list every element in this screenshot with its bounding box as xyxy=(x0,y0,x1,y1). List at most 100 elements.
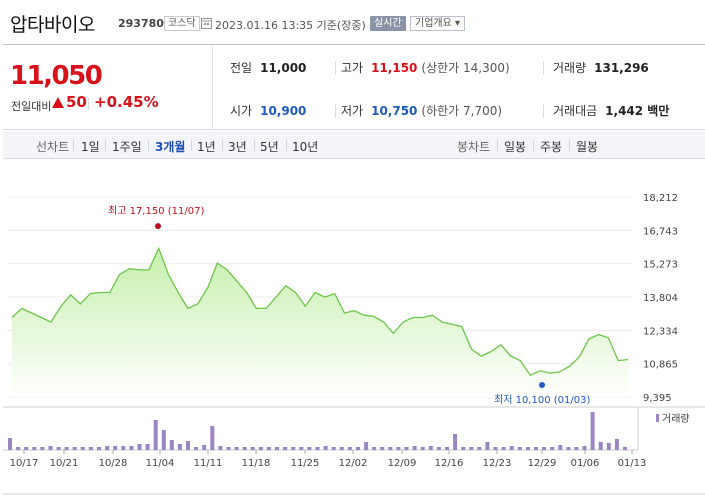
x-tick-label: 11/11 xyxy=(194,458,223,469)
volume-bar xyxy=(339,447,344,450)
high-value: 11,150 xyxy=(371,61,418,75)
volume-bar xyxy=(404,447,409,450)
company-overview-label: 기업개요 xyxy=(415,18,452,29)
divider xyxy=(222,140,223,151)
price-chart[interactable]: 18,212 16,743 15,273 13,804 12,334 10,865 9,39… xyxy=(0,160,705,495)
candle-chart-label: 봉차트 xyxy=(457,140,491,154)
max-marker xyxy=(155,223,161,230)
y-tick-label: 13,804 xyxy=(643,293,678,304)
up-triangle-icon xyxy=(52,97,64,108)
tab-1d[interactable]: 1일 xyxy=(81,140,100,154)
volume-bar xyxy=(186,441,190,450)
volume-bar xyxy=(566,447,571,450)
volume-bar xyxy=(477,447,482,450)
y-tick-label: 12,334 xyxy=(643,326,678,337)
volume-bar xyxy=(614,439,619,450)
volume-bar xyxy=(32,447,37,450)
divider xyxy=(105,140,106,151)
volume-bar xyxy=(331,447,336,450)
volume-legend-swatch xyxy=(656,414,659,422)
volume-bar xyxy=(105,446,110,450)
volume-bar xyxy=(453,434,458,450)
y-tick-label: 10,865 xyxy=(643,360,678,371)
volume-bar xyxy=(590,412,595,450)
volume-bar xyxy=(388,447,393,450)
max-annotation: 최고 17,150 (11/07) xyxy=(108,205,204,217)
volume-bar xyxy=(64,447,69,450)
volume-label: 거래량 xyxy=(553,61,587,75)
volume-bar xyxy=(356,447,360,450)
volume-bar xyxy=(542,447,547,450)
tab-1y[interactable]: 1년 xyxy=(197,140,216,154)
volume-bar xyxy=(202,445,207,450)
tab-3m[interactable]: 3개월 xyxy=(155,140,186,154)
volume-bar xyxy=(72,447,77,450)
volume-bar xyxy=(16,447,21,450)
divider xyxy=(286,140,287,151)
volume-bar xyxy=(461,447,466,450)
volume-bar xyxy=(623,447,627,450)
tab-weekly[interactable]: 주봉 xyxy=(540,140,563,154)
divider xyxy=(543,104,544,118)
volume-bar xyxy=(226,447,231,450)
volume-bar xyxy=(275,447,279,450)
volume-bar xyxy=(380,447,385,450)
change-rate: +0.45% xyxy=(94,93,159,111)
volume-bar xyxy=(283,447,288,450)
volume: 거래량 131,296 xyxy=(553,59,649,76)
high-label: 고가 xyxy=(341,61,364,75)
tab-daily[interactable]: 일봉 xyxy=(504,140,527,154)
volume-bar xyxy=(315,447,320,450)
volume-bar xyxy=(266,447,271,450)
tab-3y[interactable]: 3년 xyxy=(228,140,247,154)
volume-bar xyxy=(194,447,199,450)
prev-close-value: 11,000 xyxy=(260,61,307,75)
y-tick-label: 15,273 xyxy=(643,260,678,271)
divider xyxy=(88,98,89,110)
divider xyxy=(148,140,149,151)
x-tick-label: 11/18 xyxy=(242,458,271,469)
volume-legend: 거래량 xyxy=(662,413,690,425)
volume-bar xyxy=(534,447,538,450)
x-tick-label: 01/06 xyxy=(571,458,600,469)
volume-bar xyxy=(420,447,425,450)
volume-bar xyxy=(509,446,514,450)
y-tick-label: 16,743 xyxy=(643,226,678,237)
volume-bar xyxy=(153,420,158,450)
y-tick-label: 9,395 xyxy=(643,393,672,404)
volume-bar xyxy=(129,446,134,450)
volume-bar xyxy=(8,438,12,450)
x-tick-label: 12/09 xyxy=(388,458,417,469)
x-tick-label: 01/13 xyxy=(618,458,647,469)
x-tick-label: 12/16 xyxy=(435,458,464,469)
tab-10y[interactable]: 10년 xyxy=(292,140,319,154)
tab-5y[interactable]: 5년 xyxy=(260,140,279,154)
stock-code: 293780 xyxy=(118,17,164,30)
divider xyxy=(533,140,534,151)
volume-bar xyxy=(582,446,587,450)
volume-bar xyxy=(145,444,150,450)
min-annotation: 최저 10,100 (01/03) xyxy=(494,394,590,406)
price-line xyxy=(11,246,629,377)
volume-bar xyxy=(299,447,304,450)
amount-value: 1,442 백만 xyxy=(605,104,670,118)
volume-bar xyxy=(558,445,563,450)
volume-bar xyxy=(242,447,247,450)
divider xyxy=(335,104,336,118)
volume-bar xyxy=(364,442,369,450)
open-value: 10,900 xyxy=(260,104,307,118)
change-amount: 50 xyxy=(66,93,87,111)
volume-value: 131,296 xyxy=(594,61,649,75)
volume-bar xyxy=(469,447,474,450)
volume-bar xyxy=(169,440,174,450)
divider xyxy=(254,140,255,151)
x-tick-label: 11/25 xyxy=(291,458,320,469)
tab-1w[interactable]: 1주일 xyxy=(112,140,142,154)
lower-limit: (하한가 7,700) xyxy=(421,104,503,118)
company-overview-button[interactable]: 기업개요 ▾ xyxy=(410,16,466,31)
x-tick-label: 12/02 xyxy=(339,458,368,469)
tab-monthly[interactable]: 월봉 xyxy=(576,140,599,154)
volume-bar xyxy=(177,444,182,450)
realtime-button[interactable]: 실시간 xyxy=(370,16,406,31)
high-price: 고가 11,150 (상한가 14,300) xyxy=(341,59,510,76)
